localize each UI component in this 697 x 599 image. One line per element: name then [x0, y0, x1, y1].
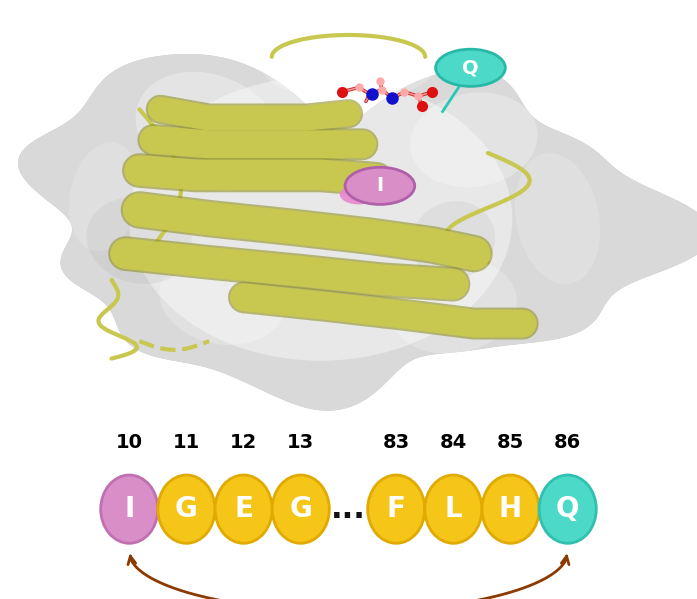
Ellipse shape: [345, 167, 415, 204]
Text: G: G: [289, 495, 312, 523]
Text: 10: 10: [116, 433, 143, 452]
Ellipse shape: [129, 77, 512, 361]
Text: H: H: [499, 495, 522, 523]
Ellipse shape: [424, 475, 482, 543]
Text: 83: 83: [383, 433, 410, 452]
PathPatch shape: [18, 54, 697, 411]
Text: E: E: [234, 495, 253, 523]
Ellipse shape: [482, 475, 539, 543]
Ellipse shape: [515, 153, 600, 284]
Ellipse shape: [136, 72, 282, 190]
Ellipse shape: [340, 184, 378, 204]
Ellipse shape: [436, 49, 505, 86]
Ellipse shape: [69, 143, 140, 251]
Ellipse shape: [215, 475, 272, 543]
Text: 13: 13: [287, 433, 314, 452]
Text: G: G: [175, 495, 198, 523]
Text: F: F: [387, 495, 406, 523]
PathPatch shape: [18, 54, 697, 411]
Ellipse shape: [411, 92, 537, 187]
Ellipse shape: [411, 201, 495, 280]
Ellipse shape: [86, 197, 192, 284]
Text: 84: 84: [440, 433, 467, 452]
Text: 11: 11: [173, 433, 200, 452]
Text: 12: 12: [230, 433, 257, 452]
Ellipse shape: [368, 475, 425, 543]
Text: L: L: [445, 495, 462, 523]
Ellipse shape: [158, 475, 215, 543]
Ellipse shape: [539, 475, 597, 543]
Text: Q: Q: [462, 58, 479, 77]
Text: I: I: [124, 495, 135, 523]
Ellipse shape: [160, 250, 286, 345]
Ellipse shape: [390, 259, 516, 353]
Text: ...: ...: [331, 495, 366, 524]
Ellipse shape: [272, 475, 329, 543]
Text: Q: Q: [556, 495, 579, 523]
Text: 86: 86: [554, 433, 581, 452]
Text: 85: 85: [497, 433, 524, 452]
Ellipse shape: [100, 475, 158, 543]
Text: I: I: [376, 176, 383, 195]
Ellipse shape: [261, 31, 436, 101]
